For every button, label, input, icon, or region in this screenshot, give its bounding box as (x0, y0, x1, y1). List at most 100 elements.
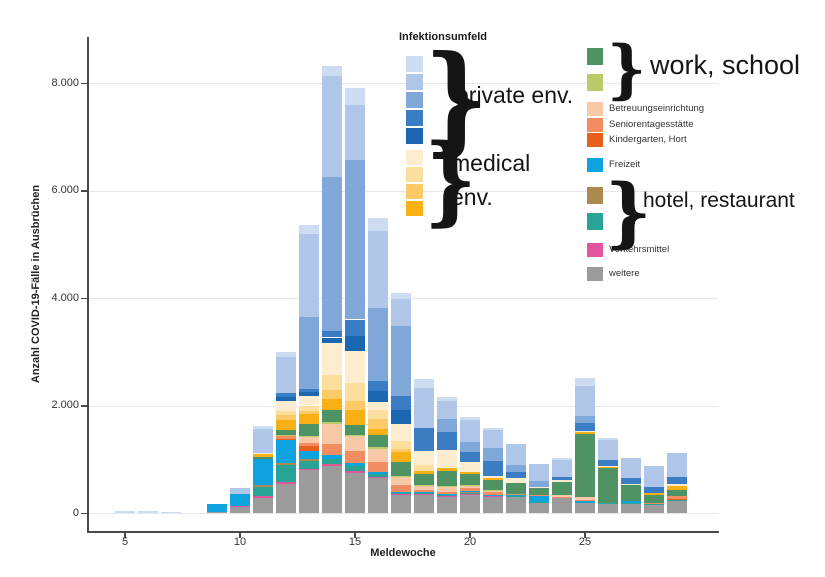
bar-segment-week16 (368, 218, 388, 232)
legend-swatch-kindergarten-hort (587, 133, 603, 147)
legend-swatch-grouped-0 (587, 48, 603, 65)
bar-segment-week26 (598, 503, 618, 513)
bar-segment-week13 (299, 395, 319, 406)
bar-segment-week11 (253, 452, 273, 454)
bar-segment-week21 (483, 491, 503, 495)
bar-segment-week22 (506, 465, 526, 473)
bar-segment-week22 (506, 495, 526, 497)
bar-segment-week11 (253, 425, 273, 429)
bar-segment-week26 (598, 439, 618, 460)
bar-segment-week16 (368, 428, 388, 436)
brace-hotel-restaurant: } (605, 167, 652, 256)
bar-segment-week15 (345, 466, 365, 472)
bar-segment-week10 (230, 506, 250, 508)
bar-segment-week29 (667, 499, 687, 501)
bar-segment-week18 (414, 387, 434, 428)
bar-segment-week19 (437, 432, 457, 451)
bar-segment-week14 (322, 331, 342, 338)
x-axis-line (87, 531, 719, 533)
bar-segment-week18 (414, 464, 434, 472)
bar-segment-week19 (437, 495, 457, 497)
bar-segment-week20 (460, 471, 480, 474)
legend-swatch-seniorentagesst-tte (587, 118, 603, 132)
bar-segment-week13 (299, 442, 319, 446)
bar-segment-week16 (368, 410, 388, 419)
legend-swatch-medical-2 (406, 167, 423, 182)
bar-segment-week12 (276, 465, 296, 483)
bar-segment-week17 (391, 424, 411, 441)
bar-segment-week27 (621, 457, 641, 478)
bar-segment-week15 (345, 105, 365, 161)
bar-segment-week13 (299, 405, 319, 411)
bar-segment-week11 (253, 487, 273, 497)
legend-label-betreuungseinrichtung: Betreuungseinrichtung (609, 103, 705, 114)
bar-segment-week23 (529, 480, 549, 487)
bar-segment-week28 (644, 465, 664, 487)
bar-segment-week11 (253, 458, 273, 485)
bar-segment-week18 (414, 492, 434, 494)
y-tick-label-0: 0 (72, 506, 79, 519)
bar-segment-week13 (299, 317, 319, 389)
bar-segment-week25 (575, 423, 595, 432)
x-tick-15 (354, 532, 356, 538)
bar-segment-week24 (552, 457, 572, 460)
bar-segment-week11 (253, 456, 273, 459)
bar-segment-week14 (322, 458, 342, 464)
annotation-work-school: work, school (650, 50, 801, 80)
bar-segment-week17 (391, 298, 411, 326)
bar-segment-week25 (575, 433, 595, 498)
bar-segment-week20 (460, 461, 480, 472)
bar-segment-week15 (345, 383, 365, 401)
bar-segment-week15 (345, 335, 365, 352)
bar-segment-week17 (391, 452, 411, 463)
bar-segment-week11 (253, 453, 273, 457)
y-tick-4000 (81, 297, 87, 299)
bar-segment-week29 (667, 496, 687, 500)
bar-segment-week13 (299, 413, 319, 424)
bar-segment-week14 (322, 76, 342, 177)
bar-segment-week14 (322, 176, 342, 332)
bar-segment-week27 (621, 503, 641, 504)
bar-segment-week11 (253, 428, 273, 453)
x-tick-10 (239, 532, 241, 538)
bar-segment-week18 (414, 486, 434, 490)
bar-segment-week12 (276, 434, 296, 437)
legend-label-verkehrsmittel: Verkehrsmittel (609, 244, 670, 255)
bar-segment-week15 (345, 451, 365, 463)
bar-segment-week14 (322, 423, 342, 444)
bar-segment-week19 (437, 397, 457, 402)
bar-segment-week21 (483, 430, 503, 449)
bar-segment-week9 (207, 512, 227, 513)
bar-segment-week23 (529, 464, 549, 481)
bar-segment-week17 (391, 462, 411, 476)
bar-segment-week15 (345, 351, 365, 384)
bar-segment-week18 (414, 471, 434, 475)
bar-segment-week16 (368, 461, 388, 472)
bar-segment-week12 (276, 440, 296, 463)
y-tick-label-2000: 2.000 (51, 399, 79, 411)
bar-segment-week11 (253, 496, 273, 498)
bar-segment-week23 (529, 502, 549, 513)
bar-segment-week17 (391, 325, 411, 396)
bar-segment-week19 (437, 494, 457, 495)
brace-work-school: } (607, 32, 647, 107)
bar-segment-week12 (276, 436, 296, 439)
bar-segment-week7 (161, 511, 181, 513)
bar-segment-week21 (483, 490, 503, 492)
x-tick-label-10: 10 (233, 536, 247, 548)
bar-segment-week24 (552, 497, 572, 513)
bar-segment-week21 (483, 428, 503, 431)
bar-segment-week29 (667, 489, 687, 497)
bar-segment-week26 (598, 465, 618, 467)
bar-segment-week20 (460, 492, 480, 494)
bar-segment-week28 (644, 492, 664, 495)
bar-segment-week14 (322, 410, 342, 423)
bar-segment-week26 (598, 502, 618, 504)
bar-segment-week22 (506, 482, 526, 494)
bar-segment-week18 (414, 451, 434, 465)
bar-segment-week21 (483, 496, 503, 513)
bar-segment-week17 (391, 476, 411, 486)
bar-segment-week22 (506, 493, 526, 495)
bar-segment-week20 (460, 441, 480, 452)
bar-segment-week17 (391, 491, 411, 493)
